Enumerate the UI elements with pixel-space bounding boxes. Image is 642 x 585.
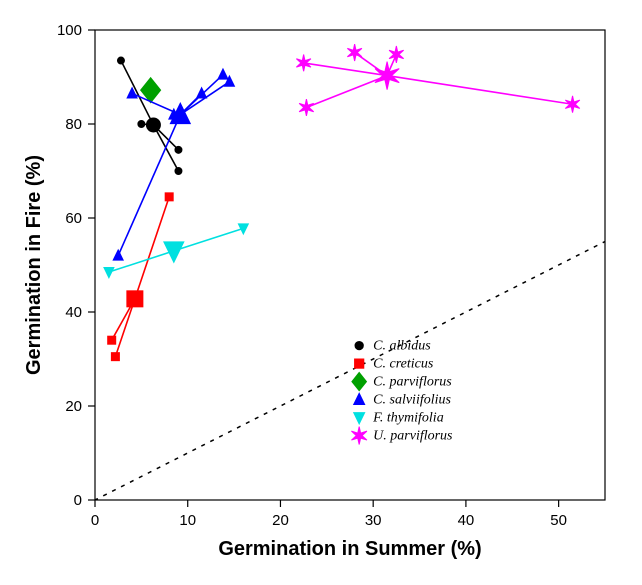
y-tick-label: 40 [65, 304, 82, 321]
legend-label-u_parviflorus: U. parviflorus [373, 429, 453, 444]
legend-label-c_creticus: C. creticus [373, 357, 434, 372]
legend-label-c_albidus: C. albidus [373, 339, 431, 354]
y-tick-label: 0 [74, 492, 82, 509]
x-tick-label: 40 [458, 512, 475, 529]
x-tick-label: 30 [365, 512, 382, 529]
x-tick-label: 50 [550, 512, 567, 529]
x-tick-label: 0 [91, 512, 99, 529]
legend-label-c_parviflorus: C. parviflorus [373, 375, 452, 390]
y-tick-label: 100 [57, 22, 82, 39]
y-tick-label: 80 [65, 116, 82, 133]
y-tick-label: 60 [65, 210, 82, 227]
chart-container: 0 10 20 30 40 50 0 20 40 60 80 100 Germination in Su… [0, 0, 642, 585]
legend-label-f_thymifolia: F. thymifolia [372, 411, 444, 426]
germination-chart: 0 10 20 30 40 50 0 20 40 60 80 100 Germination in Su… [0, 0, 642, 585]
x-tick-label: 10 [179, 512, 196, 529]
y-axis-label: Germination in Fire (%) [23, 155, 45, 375]
legend-label-c_salviifolius: C. salviifolius [373, 393, 451, 408]
y-tick-label: 20 [65, 398, 82, 415]
x-tick-label: 20 [272, 512, 289, 529]
x-axis-label: Germination in Summer (%) [218, 538, 481, 560]
